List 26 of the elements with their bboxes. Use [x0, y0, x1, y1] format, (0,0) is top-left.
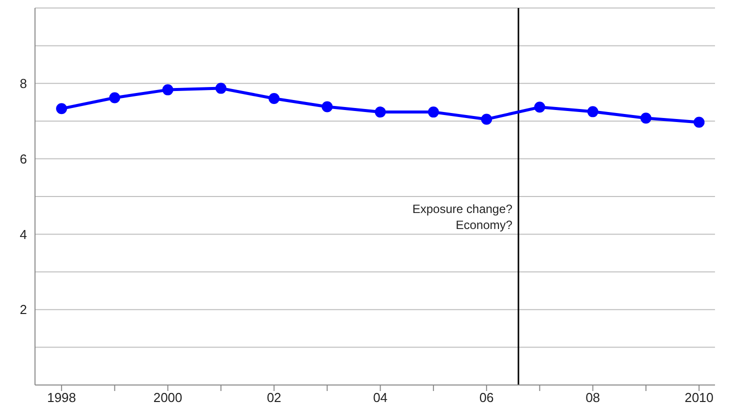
point	[481, 114, 492, 125]
x-tick-label: 04	[373, 390, 388, 406]
x-tick-label: 1998	[47, 390, 76, 406]
point	[322, 101, 333, 112]
annotation: Economy?	[456, 218, 513, 232]
point	[268, 92, 280, 104]
point	[56, 103, 68, 114]
x-tick-label: 02	[266, 390, 282, 406]
x-tick-label: 06	[479, 390, 494, 406]
x-tick-label: 2000	[153, 390, 182, 406]
annotation: Exposure change?	[412, 202, 513, 216]
y-tick-label: 6	[20, 151, 27, 166]
point	[162, 84, 174, 96]
point	[640, 112, 652, 124]
y-tick-label: 8	[20, 76, 27, 92]
point	[694, 116, 705, 128]
point	[587, 106, 598, 118]
y-tick-label: 2	[20, 302, 27, 318]
point	[374, 106, 386, 118]
point	[109, 92, 120, 104]
point	[534, 102, 546, 113]
point	[215, 82, 226, 94]
x-tick-label: 08	[586, 390, 600, 406]
y-tick-label: 4	[20, 226, 27, 242]
x-tick-label: 2010	[684, 390, 714, 406]
point	[428, 106, 439, 118]
